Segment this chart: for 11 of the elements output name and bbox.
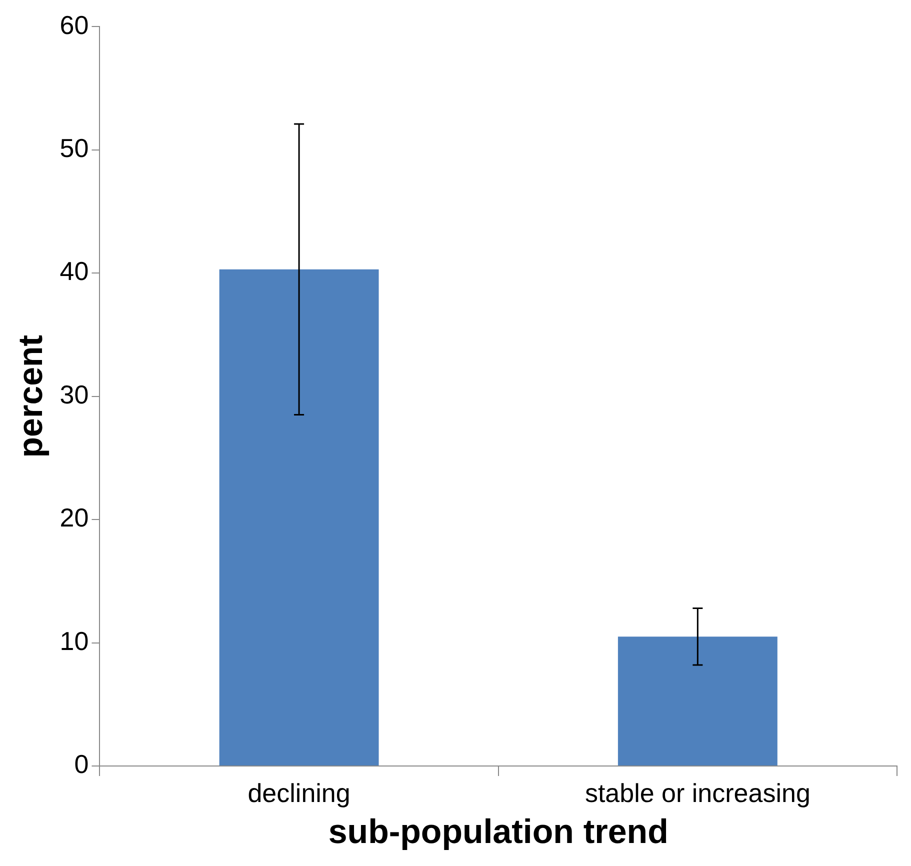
y-tick-label: 40 bbox=[60, 256, 89, 286]
y-tick-label: 10 bbox=[60, 626, 89, 656]
y-tick-label: 0 bbox=[74, 749, 89, 780]
y-tick-label: 20 bbox=[60, 502, 89, 533]
y-tick-label: 50 bbox=[60, 133, 89, 164]
y-tick-label: 60 bbox=[60, 10, 89, 40]
y-tick-label: 30 bbox=[60, 379, 89, 410]
y-axis-title: percent bbox=[12, 334, 50, 458]
x-axis-title: sub-population trend bbox=[328, 812, 668, 851]
x-tick-label: declining bbox=[248, 778, 350, 808]
x-tick-label: stable or increasing bbox=[584, 778, 810, 808]
